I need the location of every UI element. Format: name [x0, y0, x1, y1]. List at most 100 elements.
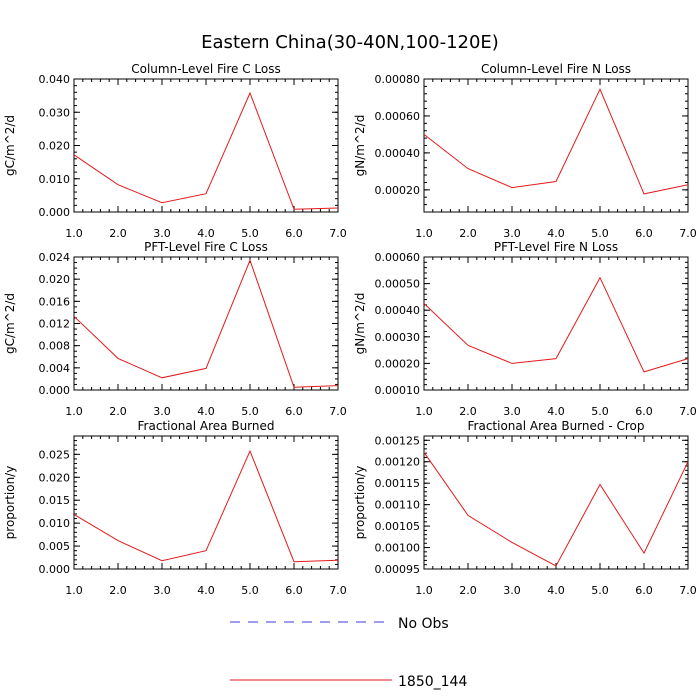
x-tick-label: 4.0: [197, 405, 215, 418]
series-line-1850-144: [423, 87, 689, 195]
y-tick-label: 0.020: [39, 471, 71, 484]
series-line-1850-144: [423, 276, 689, 373]
y-tick-label: 0.00030: [375, 331, 421, 344]
x-tick-label: 3.0: [153, 227, 171, 240]
x-tick-label: 3.0: [503, 227, 521, 240]
x-tick-label: 6.0: [635, 584, 653, 597]
x-tick-label: 5.0: [591, 584, 609, 597]
x-tick-label: 1.0: [65, 405, 83, 418]
y-tick-label: 0.015: [39, 494, 71, 507]
plot-frame: [423, 78, 689, 213]
y-axis-label: gN/m^2/d: [353, 293, 367, 355]
y-tick-label: 0.005: [39, 540, 71, 553]
y-tick-label: 0.020: [39, 273, 71, 286]
y-tick-label: 0.000: [39, 384, 71, 397]
y-tick-label: 0.008: [39, 340, 71, 353]
plot-frame: [423, 435, 689, 570]
y-tick-label: 0.00060: [375, 110, 421, 123]
x-tick-label: 3.0: [503, 584, 521, 597]
plot-frame: [73, 435, 339, 570]
x-tick-label: 6.0: [635, 405, 653, 418]
x-tick-label: 4.0: [547, 584, 565, 597]
x-tick-label: 5.0: [241, 405, 259, 418]
y-axis-label: gC/m^2/d: [3, 115, 17, 176]
y-tick-label: 0.00040: [375, 304, 421, 317]
x-tick-label: 4.0: [197, 227, 215, 240]
panel-title: PFT-Level Fire C Loss: [144, 240, 268, 254]
y-tick-label: 0.00020: [375, 357, 421, 370]
y-tick-label: 0.00020: [375, 184, 421, 197]
panel-2: Column-Level Fire N Loss gN/m^2/d 1.0 2.0 3.…: [353, 62, 697, 240]
plot-frame: [73, 256, 339, 391]
y-axis-label: proportion/y: [3, 466, 17, 540]
panel-1: Column-Level Fire C Loss gC/m^2/d 1.0 2.0 3.…: [3, 62, 347, 240]
series-line-1850-144: [73, 91, 339, 210]
y-tick-label: 0.00095: [375, 563, 421, 576]
y-tick-label: 0.030: [39, 106, 71, 119]
panel-3: PFT-Level Fire C Loss gC/m^2/d 1.0 2.0 3.0 4.…: [3, 240, 347, 418]
plot-frame: [73, 78, 339, 213]
x-tick-label: 2.0: [459, 227, 477, 240]
y-tick-label: 0.00120: [375, 456, 421, 469]
y-tick-label: 0.004: [39, 362, 71, 375]
x-tick-label: 1.0: [415, 405, 433, 418]
y-tick-label: 0.00100: [375, 542, 421, 555]
x-tick-label: 6.0: [635, 227, 653, 240]
panel-title: Column-Level Fire C Loss: [131, 62, 281, 76]
x-tick-label: 6.0: [285, 405, 303, 418]
panel-title: Fractional Area Burned: [138, 419, 275, 433]
x-tick-label: 4.0: [547, 227, 565, 240]
series-line-1850-144: [73, 258, 339, 388]
x-tick-label: 7.0: [679, 405, 697, 418]
y-tick-label: 0.040: [39, 73, 71, 86]
x-tick-label: 7.0: [329, 405, 347, 418]
x-tick-label: 5.0: [241, 227, 259, 240]
chart-panels: Column-Level Fire C Loss gC/m^2/d 1.0 2.0 3.…: [3, 62, 697, 597]
x-tick-label: 6.0: [285, 584, 303, 597]
y-tick-label: 0.024: [39, 251, 71, 264]
x-tick-label: 1.0: [415, 227, 433, 240]
x-tick-label: 2.0: [109, 227, 127, 240]
y-tick-label: 0.00110: [375, 499, 421, 512]
x-tick-label: 1.0: [415, 584, 433, 597]
panel-title: PFT-Level Fire N Loss: [494, 240, 618, 254]
x-tick-label: 6.0: [285, 227, 303, 240]
x-tick-label: 2.0: [109, 584, 127, 597]
y-tick-label: 0.00040: [375, 147, 421, 160]
y-tick-label: 0.010: [39, 517, 71, 530]
y-tick-label: 0.010: [39, 173, 71, 186]
panel-5: Fractional Area Burned proportion/y 1.0 2.0…: [3, 419, 347, 597]
x-tick-label: 4.0: [547, 405, 565, 418]
legend-label-no-obs: No Obs: [398, 616, 449, 632]
y-tick-label: 0.000: [39, 563, 71, 576]
y-tick-label: 0.025: [39, 448, 71, 461]
y-axis-label: proportion/y: [353, 466, 367, 540]
y-tick-label: 0.016: [39, 295, 71, 308]
y-tick-label: 0.00060: [375, 251, 421, 264]
series-line-1850-144: [73, 449, 339, 563]
y-tick-label: 0.00080: [375, 73, 421, 86]
x-tick-label: 4.0: [197, 584, 215, 597]
x-tick-label: 2.0: [109, 405, 127, 418]
x-tick-label: 5.0: [591, 405, 609, 418]
x-tick-label: 7.0: [679, 584, 697, 597]
x-tick-label: 3.0: [153, 584, 171, 597]
x-tick-label: 5.0: [591, 227, 609, 240]
x-tick-label: 1.0: [65, 227, 83, 240]
y-tick-label: 0.00050: [375, 278, 421, 291]
panel-title: Column-Level Fire N Loss: [481, 62, 631, 76]
x-tick-label: 5.0: [241, 584, 259, 597]
y-tick-label: 0.020: [39, 140, 71, 153]
x-tick-label: 2.0: [459, 405, 477, 418]
legend-label-1850-144: 1850_144: [398, 674, 467, 690]
x-tick-label: 2.0: [459, 584, 477, 597]
y-tick-label: 0.000: [39, 206, 71, 219]
y-tick-label: 0.00010: [375, 384, 421, 397]
x-tick-label: 7.0: [679, 227, 697, 240]
x-tick-label: 7.0: [329, 584, 347, 597]
figure-title: Eastern China(30-40N,100-120E): [201, 32, 499, 53]
y-tick-label: 0.00105: [375, 520, 421, 533]
x-tick-label: 7.0: [329, 227, 347, 240]
legend: No Obs 1850_144: [230, 616, 467, 690]
